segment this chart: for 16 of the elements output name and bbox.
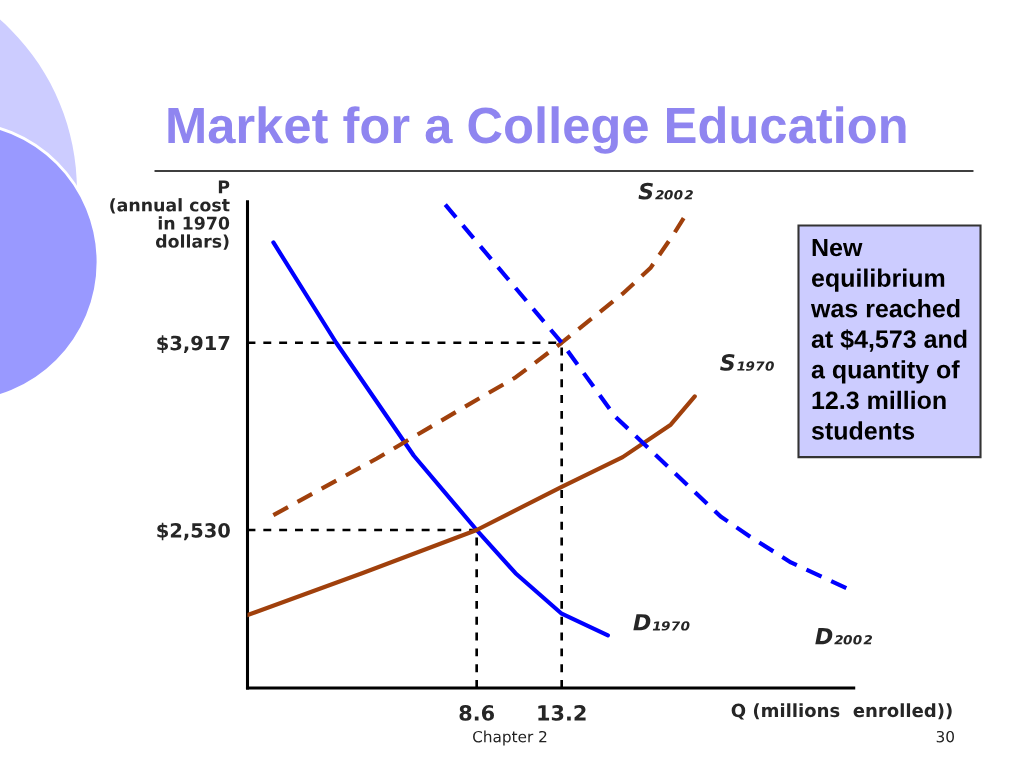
series-label: S₁₉₇₀: [720, 354, 774, 371]
x-tick-label: 13.2: [538, 705, 586, 721]
chart-title: Market for a College Education: [168, 106, 906, 154]
text: Chapter 2: [473, 730, 547, 746]
line-series: [271, 240, 610, 638]
y-tick-label: $2,530: [157, 522, 230, 541]
x-tick-label: 8.6: [459, 705, 495, 721]
y-tick-label: $3,917: [157, 335, 230, 353]
line-series: [271, 216, 686, 518]
series-label: D₁₉₇₀: [633, 614, 690, 631]
series-label: S₂₀₀₂: [638, 182, 693, 200]
x-axis-title: Q (millions enrolled)): [731, 703, 952, 720]
annotation: New equilibrium was reached at $4,573 and a quantity of 12.3 million students: [810, 238, 967, 440]
y-axis-title: P (annual cost in 1970 dollars): [110, 180, 230, 250]
text: D₂₀₀₂: [815, 628, 873, 645]
text: 30: [936, 730, 954, 743]
